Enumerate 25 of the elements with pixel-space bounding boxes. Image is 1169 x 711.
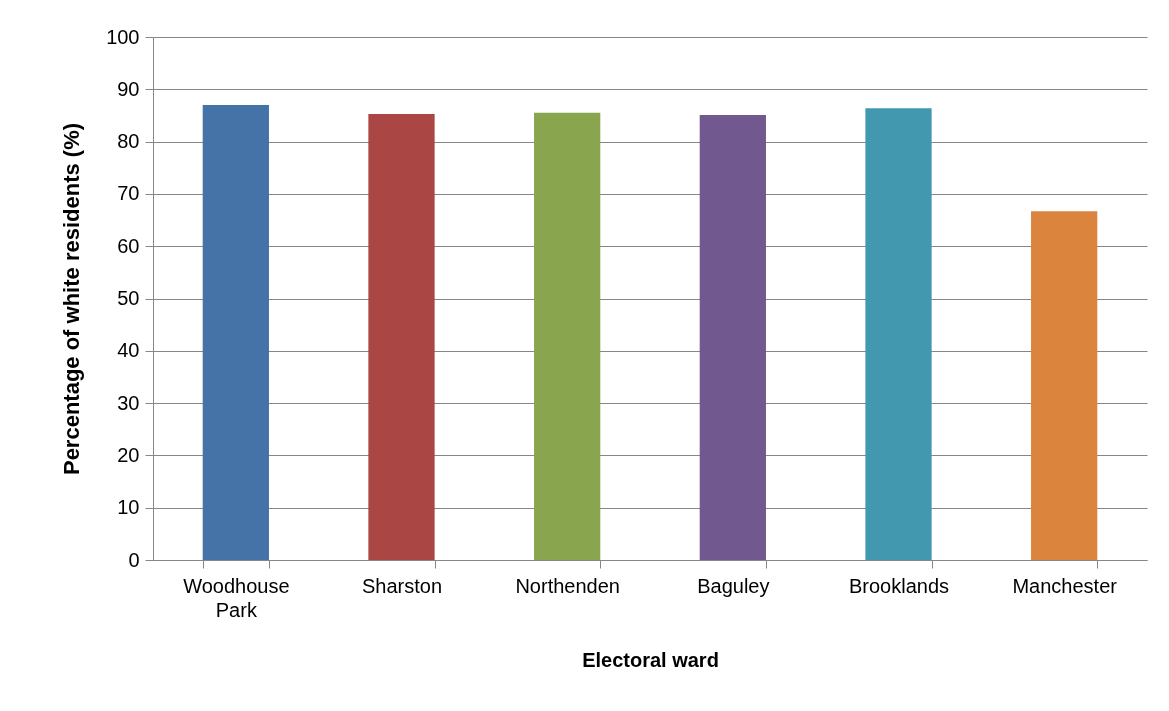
bar: [368, 113, 435, 560]
y-tick-label: 50: [117, 287, 140, 309]
bar: [1031, 211, 1098, 560]
y-tick-label: 90: [117, 77, 140, 100]
y-tick-label: 0: [128, 548, 140, 571]
y-tick-label: 40: [117, 339, 140, 362]
bar: [202, 104, 269, 560]
y-tick-label: 20: [117, 443, 140, 466]
y-axis-title: Percentage of white residents (%): [59, 122, 85, 476]
y-tick-label: 100: [106, 25, 140, 48]
y-tick-label: 30: [117, 391, 140, 414]
bar: [534, 112, 601, 560]
y-tick-label: 70: [117, 182, 140, 205]
y-tick-label: 10: [117, 496, 140, 519]
x-tick-label: Brooklands: [848, 574, 950, 597]
y-tick-label: 80: [117, 130, 140, 153]
x-tick-label: Sharston: [361, 574, 443, 597]
x-tick-label: Baguley: [697, 574, 770, 597]
x-tick-label: Manchester: [1012, 574, 1118, 597]
bar: [699, 114, 766, 560]
bar: [865, 108, 932, 560]
x-axis-title: Electoral ward: [582, 648, 719, 671]
y-tick-label: 60: [117, 234, 140, 257]
x-tick-label: Woodhouse Park: [183, 574, 290, 621]
x-tick-label: Northenden: [515, 574, 620, 597]
